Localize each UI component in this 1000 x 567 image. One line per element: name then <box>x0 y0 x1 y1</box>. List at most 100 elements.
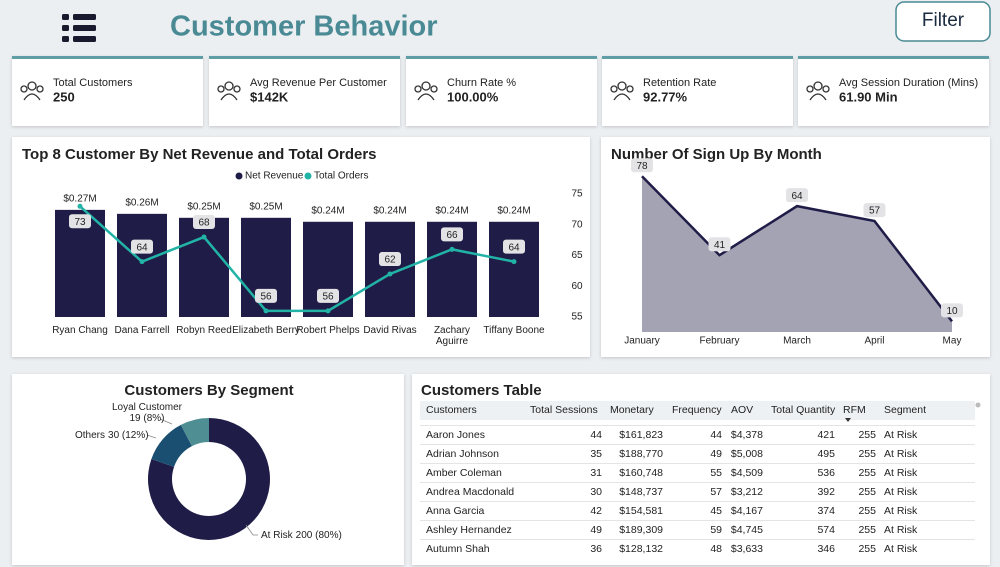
line-point <box>325 308 331 314</box>
table-title: Customers Table <box>421 382 542 399</box>
kpi-label: Avg Revenue Per Customer <box>250 77 387 89</box>
bar-value-label: $0.24M <box>497 205 530 216</box>
table-cell: 374 <box>817 505 835 517</box>
table-cell: At Risk <box>884 524 918 536</box>
area-value-label-bg <box>708 237 731 252</box>
table-cell: At Risk <box>884 543 918 555</box>
table-cell: 55 <box>710 467 722 479</box>
x-tick-label: Dana Farrell <box>114 325 170 336</box>
table-cell: $148,737 <box>619 486 663 498</box>
filter-label[interactable]: Filter <box>922 10 965 31</box>
table-cell: $161,823 <box>619 429 663 441</box>
table-cell: 59 <box>710 524 722 536</box>
table-cell: At Risk <box>884 505 918 517</box>
area-value-label-bg <box>941 303 963 318</box>
kpi-value: 250 <box>53 89 75 104</box>
area-value-label: 78 <box>636 161 648 172</box>
line-value-label-bg <box>69 214 91 229</box>
table-cell: 36 <box>590 543 602 555</box>
kpi-card <box>602 56 793 126</box>
kpi-icon <box>430 85 438 93</box>
kpi-icon <box>822 85 830 93</box>
column-header: Monetary <box>610 404 655 416</box>
area-value-label: 64 <box>791 191 803 202</box>
table-cell: $3,633 <box>731 543 763 555</box>
table-cell: Anna Garcia <box>426 505 485 517</box>
donut-value-label: 19 (8%) <box>129 413 164 424</box>
x-tick-label: Elizabeth Berry <box>232 325 300 336</box>
kpi-accent <box>12 56 203 59</box>
x-tick-label: Robert Phelps <box>296 325 360 336</box>
filter-button[interactable]: Filter <box>895 1 991 42</box>
kpi-value: 100.00% <box>447 89 499 104</box>
donut-value-label: 200 (80%) <box>296 530 342 541</box>
line-value-label-bg <box>193 215 215 230</box>
table-cell: 255 <box>858 524 876 536</box>
menu-icon[interactable] <box>62 14 96 42</box>
table-cell: 42 <box>590 505 602 517</box>
kpi-card <box>406 56 597 126</box>
kpi-accent <box>798 56 989 59</box>
table-cell: 255 <box>858 543 876 555</box>
y2-tick-label: 60 <box>571 281 583 292</box>
column-header: Total Quantity <box>771 404 836 416</box>
line-value-label: 68 <box>198 218 210 229</box>
x-tick-label: Robyn Reed <box>176 325 232 336</box>
table-cell: 536 <box>817 467 835 479</box>
table-cell: Autumn Shah <box>426 543 490 555</box>
kpi-label: Retention Rate <box>643 77 716 89</box>
scrollbar[interactable] <box>975 402 981 408</box>
table-cell: 574 <box>817 524 835 536</box>
line-value-label: 56 <box>322 291 334 302</box>
leader-line <box>159 418 173 425</box>
table-cell: At Risk <box>884 486 918 498</box>
x-tick-wrap: Elizabeth Berry <box>232 325 300 336</box>
kpi-card <box>12 56 203 126</box>
legend-label: Net Revenue <box>245 171 304 182</box>
sort-indicator[interactable] <box>845 418 851 422</box>
table-cell: $128,132 <box>619 543 663 555</box>
x-tick-label: May <box>943 336 962 347</box>
bar-value-label: $0.25M <box>249 201 282 212</box>
area <box>642 176 952 332</box>
donut-slice <box>180 418 209 447</box>
x-tick-wrap: Dana Farrell <box>114 325 170 336</box>
line-value-label: 64 <box>508 242 520 253</box>
line <box>79 205 515 313</box>
line-value-label-bg <box>441 227 463 242</box>
table-cell: Adrian Johnson <box>426 448 499 460</box>
table-cell: 255 <box>858 448 876 460</box>
bar-value-label: $0.26M <box>125 197 158 208</box>
table-cell: 421 <box>817 429 835 441</box>
table-cell: 255 <box>858 467 876 479</box>
table-cell: $4,167 <box>731 505 763 517</box>
bar <box>489 221 539 317</box>
bar-value-label: $0.24M <box>373 205 406 216</box>
chart-title: Top 8 Customer By Net Revenue and Total … <box>22 146 377 163</box>
line-point <box>139 259 145 265</box>
kpi-icon <box>626 85 634 93</box>
table-cell: 346 <box>817 543 835 555</box>
kpi-icon <box>233 85 241 93</box>
x-tick-label: Tiffany Boone <box>483 325 545 336</box>
legend-label: Total Orders <box>314 171 368 182</box>
x-tick-label: January <box>624 336 660 347</box>
kpi-label: Avg Session Duration (Mins) <box>839 77 978 89</box>
kpi-icon <box>813 81 823 91</box>
line-point <box>449 246 455 252</box>
table-cell: 44 <box>710 429 722 441</box>
kpi-icon <box>217 85 225 93</box>
line-value-label-bg <box>379 251 401 266</box>
table-cell: 48 <box>710 543 722 555</box>
line-value-label: 73 <box>74 217 86 228</box>
table-cell: $189,309 <box>619 524 663 536</box>
line-value-label: 66 <box>446 230 458 241</box>
line-point <box>387 271 393 277</box>
table-cell: $4,745 <box>731 524 763 536</box>
table-cell: At Risk <box>884 467 918 479</box>
line-point <box>263 308 269 314</box>
donut-label: Loyal Customer 19 (8%) <box>112 402 183 424</box>
kpi-icon <box>806 85 814 93</box>
column-header: Customers <box>426 404 477 416</box>
